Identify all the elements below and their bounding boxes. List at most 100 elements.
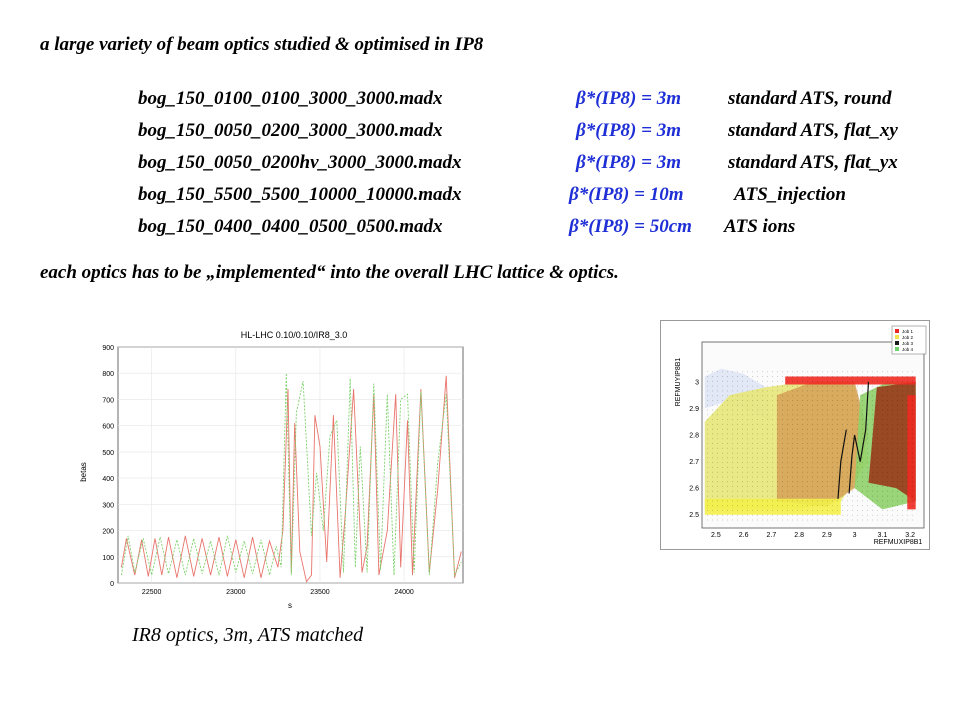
heatmap-dot bbox=[871, 438, 873, 440]
heatmap-dot bbox=[851, 462, 853, 464]
heatmap-dot bbox=[816, 409, 818, 411]
heatmap-dot bbox=[802, 414, 803, 416]
heatmap-dot bbox=[821, 419, 823, 421]
heatmap-dot bbox=[806, 471, 808, 473]
heatmap-dot bbox=[732, 376, 733, 377]
heatmap-dot bbox=[742, 395, 743, 397]
heatmap-dot bbox=[866, 380, 868, 382]
heatmap-dot bbox=[772, 519, 773, 521]
heatmap-dot bbox=[811, 419, 813, 421]
heatmap-dot bbox=[901, 371, 903, 373]
heatmap-dot bbox=[831, 409, 833, 411]
heatmap-dot bbox=[797, 423, 798, 425]
heatmap-dot bbox=[732, 447, 733, 449]
heatmap-dot bbox=[792, 419, 793, 421]
heatmap-dot bbox=[896, 490, 898, 492]
heatmap-dot bbox=[707, 514, 709, 516]
heatmap-dot bbox=[826, 495, 828, 497]
heatmap-dot bbox=[802, 404, 803, 406]
heatmap-dot bbox=[767, 390, 768, 392]
heatmap-dot bbox=[871, 500, 873, 502]
heatmap-dot bbox=[712, 462, 713, 464]
heatmap-dot bbox=[727, 438, 728, 440]
heatmap-dot bbox=[816, 419, 818, 421]
heatmap-y-tick-label: 2.9 bbox=[689, 406, 699, 413]
heatmap-dot bbox=[787, 462, 788, 464]
heatmap-dot bbox=[851, 476, 853, 478]
heatmap-dot bbox=[782, 452, 783, 454]
heatmap-dot bbox=[861, 380, 863, 382]
heatmap-dot bbox=[767, 400, 768, 401]
heatmap-dot bbox=[767, 495, 768, 497]
heatmap-dot bbox=[841, 476, 843, 478]
heatmap-dot bbox=[856, 443, 858, 444]
heatmap-dot bbox=[856, 476, 858, 478]
heatmap-dot bbox=[906, 443, 908, 444]
heatmap-dot bbox=[906, 447, 908, 449]
heatmap-dot bbox=[712, 510, 713, 511]
heatmap-dot bbox=[851, 385, 853, 387]
heatmap-dot bbox=[777, 438, 778, 440]
heatmap-dot bbox=[802, 419, 803, 421]
heatmap-dot bbox=[747, 419, 748, 421]
heatmap-dot bbox=[856, 438, 858, 440]
heatmap-dot bbox=[821, 380, 823, 382]
heatmap-dot bbox=[762, 428, 763, 430]
heatmap-dot bbox=[846, 433, 848, 435]
heatmap-dot bbox=[757, 376, 758, 377]
heatmap-dot bbox=[717, 376, 718, 377]
heatmap-dot bbox=[772, 495, 773, 497]
heatmap-dot bbox=[762, 385, 763, 387]
heatmap-dot bbox=[767, 380, 768, 382]
heatmap-dot bbox=[787, 414, 788, 416]
heatmap-dot bbox=[821, 457, 823, 459]
heatmap-dot bbox=[797, 371, 798, 373]
heatmap-dot bbox=[846, 400, 848, 401]
heatmap-dot bbox=[767, 481, 768, 483]
heatmap-dot bbox=[826, 510, 828, 511]
heatmap-dot bbox=[722, 452, 723, 454]
heatmap-dot bbox=[831, 466, 833, 468]
heatmap-dot bbox=[742, 476, 743, 478]
heatmap-dot bbox=[732, 385, 733, 387]
heatmap-dot bbox=[871, 404, 873, 406]
heatmap-dot bbox=[777, 505, 778, 507]
heatmap-dot bbox=[831, 500, 833, 502]
heatmap-dot bbox=[896, 495, 898, 497]
heatmap-dot bbox=[906, 376, 908, 377]
heatmap-dot bbox=[856, 423, 858, 425]
heatmap-dot bbox=[826, 486, 828, 487]
heatmap-dot bbox=[891, 505, 893, 507]
heatmap-dot bbox=[762, 419, 763, 421]
heatmap-dot bbox=[811, 510, 813, 511]
heatmap-dot bbox=[836, 404, 838, 406]
heatmap-dot bbox=[752, 457, 753, 459]
heatmap-dot bbox=[861, 519, 863, 521]
heatmap-dot bbox=[881, 505, 883, 507]
heatmap-dot bbox=[777, 452, 778, 454]
heatmap-dot bbox=[826, 371, 828, 373]
heatmap-dot bbox=[727, 414, 728, 416]
beta-y-tick-label: 100 bbox=[102, 555, 114, 562]
heatmap-dot bbox=[896, 476, 898, 478]
heatmap-dot bbox=[831, 476, 833, 478]
heatmap-dot bbox=[802, 390, 803, 392]
heatmap-dot bbox=[906, 428, 908, 430]
heatmap-dot bbox=[901, 471, 903, 473]
heatmap-dot bbox=[876, 457, 878, 459]
heatmap-dot bbox=[732, 457, 733, 459]
heatmap-dot bbox=[876, 452, 878, 454]
heatmap-dot bbox=[757, 390, 758, 392]
heatmap-dot bbox=[732, 438, 733, 440]
heatmap-dot bbox=[856, 428, 858, 430]
heatmap-dot bbox=[722, 409, 723, 411]
heatmap-dot bbox=[797, 390, 798, 392]
heatmap-dot bbox=[861, 486, 863, 487]
heatmap-dot bbox=[792, 380, 793, 382]
heatmap-dot bbox=[772, 438, 773, 440]
heatmap-dot bbox=[762, 476, 763, 478]
heatmap-dot bbox=[802, 490, 803, 492]
heatmap-legend-label: Job 2 bbox=[902, 335, 914, 340]
heatmap-dot bbox=[906, 466, 908, 468]
heatmap-dot bbox=[762, 409, 763, 411]
